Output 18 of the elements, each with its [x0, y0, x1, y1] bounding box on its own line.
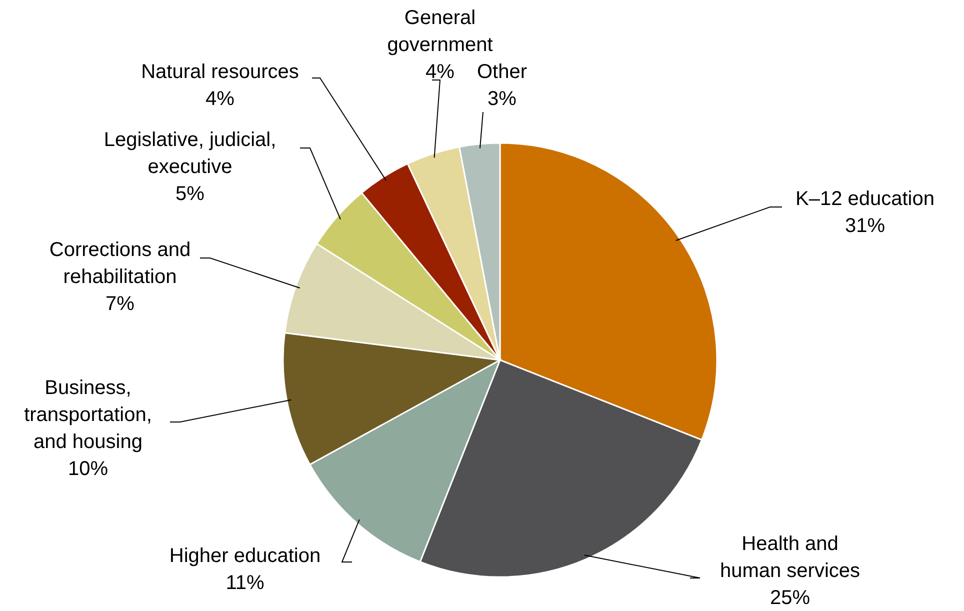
slice-label: Natural resources	[141, 61, 299, 83]
data-label: 7%	[106, 293, 135, 315]
slice-label: Higher education	[169, 545, 321, 567]
slice-label: Other	[476, 61, 528, 83]
data-label: 5%	[176, 183, 205, 205]
slice-label: K–12 education	[795, 188, 935, 210]
data-label: 11%	[226, 572, 264, 594]
data-label: 4%	[426, 61, 455, 83]
data-label: 10%	[68, 458, 108, 480]
slice-label: Corrections and rehabilitation	[49, 239, 191, 288]
slice-label: General government	[387, 7, 494, 56]
data-label: 31%	[844, 215, 886, 237]
slice-label: Legislative, judicial, executive	[104, 129, 276, 178]
data-label: 25%	[770, 587, 810, 609]
data-label: 3%	[488, 88, 517, 110]
slice-label: Business, transportation, and housing	[24, 377, 152, 453]
data-label: 4%	[206, 88, 235, 110]
slice-label: Health and human services	[720, 533, 860, 582]
